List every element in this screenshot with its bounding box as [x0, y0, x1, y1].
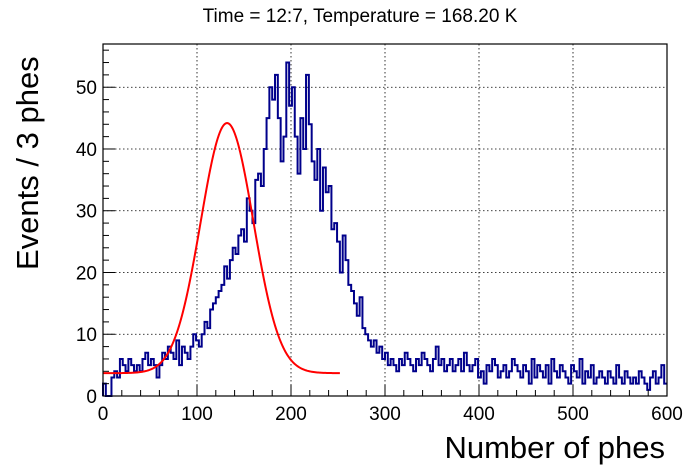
y-tick-label: 40 — [76, 140, 97, 161]
y-axis-title: Events / 3 phes — [10, 56, 45, 270]
fit-curve — [103, 122, 340, 375]
x-tick-label: 200 — [275, 404, 307, 425]
histogram-series — [102, 61, 667, 397]
x-tick-label: 100 — [181, 404, 213, 425]
x-tick-label: 0 — [98, 404, 109, 425]
x-axis-title: Number of phes — [444, 430, 665, 465]
x-tick-label: 500 — [557, 404, 589, 425]
x-tick-label: 600 — [651, 404, 683, 425]
y-tick-label: 50 — [76, 78, 97, 99]
ticks — [102, 49, 668, 397]
x-tick-label: 300 — [369, 404, 401, 425]
x-tick-label: 400 — [463, 404, 495, 425]
tick-labels: 0 100 200 300 400 500 600 0 10 20 30 40 50 — [76, 78, 683, 425]
y-tick-label: 0 — [86, 387, 97, 408]
histogram — [102, 61, 667, 397]
y-tick-label: 30 — [76, 202, 97, 223]
y-tick-label: 20 — [76, 263, 97, 284]
y-tick-label: 10 — [76, 325, 97, 346]
chart-title: Time = 12:7, Temperature = 168.20 K — [203, 6, 518, 27]
